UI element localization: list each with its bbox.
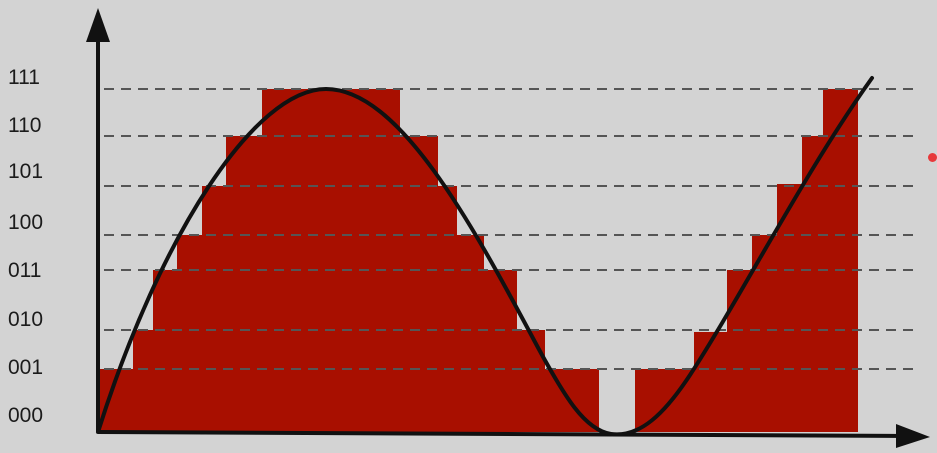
x-axis — [97, 430, 907, 438]
analog-signal-curve — [96, 76, 874, 437]
level-label-011: 011 — [8, 259, 42, 282]
level-label-001: 001 — [8, 356, 44, 379]
accent-dot — [928, 153, 937, 162]
axes — [86, 8, 930, 448]
x-axis-arrow — [896, 424, 930, 448]
quantized-step-bars — [98, 89, 858, 432]
level-label-110: 110 — [8, 114, 42, 137]
quantized-area-main — [98, 89, 599, 432]
level-label-000: 000 — [8, 404, 44, 427]
level-label-111: 111 — [8, 66, 40, 89]
level-label-100: 100 — [8, 211, 44, 234]
quantized-area-right — [635, 89, 858, 432]
y-axis-arrow — [86, 8, 110, 42]
level-label-010: 010 — [8, 308, 44, 331]
level-label-101: 101 — [8, 160, 44, 183]
